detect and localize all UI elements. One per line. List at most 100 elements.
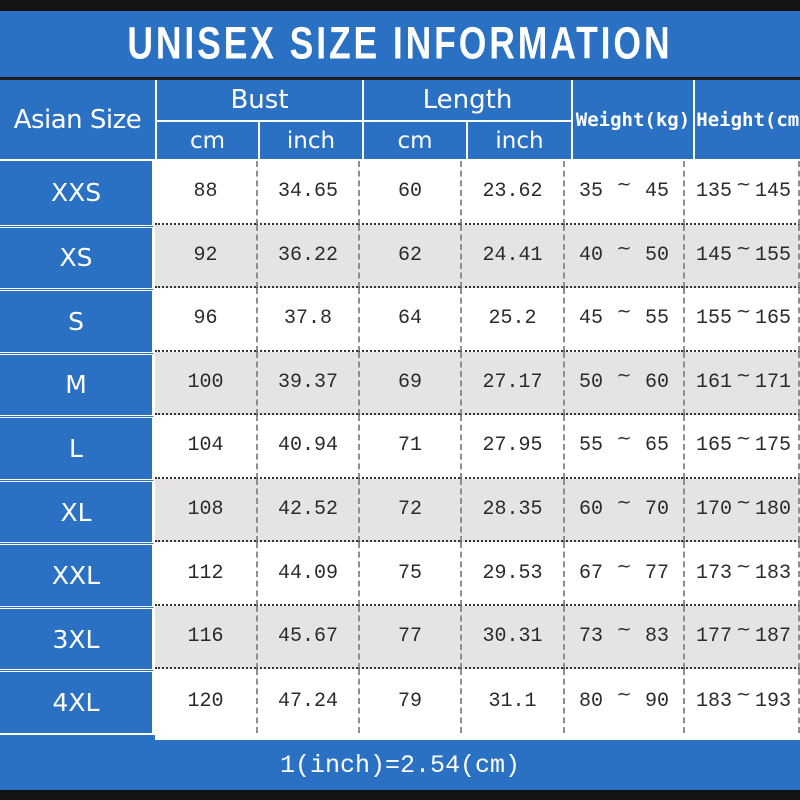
length-inch-cell: 23.62	[460, 161, 563, 225]
length-inch-cell: 25.2	[460, 288, 563, 352]
height-max-value: 171	[754, 370, 791, 394]
length-inch-cell: 30.31	[460, 605, 563, 670]
bust-inch-cell: 45.67	[256, 605, 358, 670]
size-label-cell: XXL	[0, 542, 155, 606]
inch-conversion-note: 1(inch)=2.54(cm)	[279, 750, 521, 780]
corner-header-asian-size: Asian Size	[0, 80, 155, 159]
tilde-separator: ~	[735, 237, 752, 259]
weight-max-value: 90	[644, 689, 669, 713]
height-max-value: 187	[754, 625, 791, 649]
tilde-separator: ~	[735, 174, 752, 196]
page-title: UNISEX SIZE INFORMATION	[127, 18, 673, 69]
bust-inch-cell: 42.52	[256, 478, 358, 543]
size-label-cell: XS	[0, 224, 155, 289]
tilde-separator: ~	[616, 364, 632, 386]
height-min-value: 173	[696, 561, 733, 585]
tilde-separator: ~	[616, 683, 632, 705]
length-inch-cell: 27.17	[460, 351, 563, 416]
bust-inch-cell: 44.09	[256, 542, 358, 606]
tilde-separator: ~	[735, 428, 752, 450]
bust-cm-cell: 88	[155, 161, 256, 225]
tilde-separator: ~	[616, 301, 632, 323]
footer-gap-left	[0, 733, 155, 740]
height-max-value: 183	[754, 561, 791, 585]
height-min-value: 170	[696, 498, 733, 522]
table-rows: XXS 88 34.65 60 23.62 35 ~ 45 135 ~ 145 …	[0, 161, 800, 733]
tilde-separator: ~	[616, 174, 632, 196]
height-range-cell: 173 ~ 183	[683, 542, 800, 606]
weight-max-value: 83	[644, 625, 669, 649]
top-border-bar	[0, 0, 800, 11]
size-label-cell: S	[0, 288, 155, 352]
tilde-separator: ~	[616, 237, 632, 259]
footer-note-bar: 1(inch)=2.54(cm)	[0, 740, 800, 790]
weight-range-cell: 67 ~ 77	[563, 542, 683, 606]
height-max-value: 193	[754, 689, 791, 713]
height-min-value: 165	[696, 434, 733, 458]
weight-min-value: 35	[579, 180, 604, 204]
footer-gap-right	[155, 733, 800, 740]
height-min-value: 155	[696, 307, 733, 331]
bust-inch-cell: 40.94	[256, 415, 358, 479]
bust-cm-cell: 92	[155, 224, 256, 289]
length-cm-cell: 71	[358, 415, 460, 479]
bust-cm-cell: 96	[155, 288, 256, 352]
weight-min-value: 40	[579, 243, 604, 267]
tilde-separator: ~	[735, 619, 752, 641]
title-bar: UNISEX SIZE INFORMATION	[0, 11, 800, 77]
length-inch-cell: 24.41	[460, 224, 563, 289]
height-max-value: 165	[754, 307, 791, 331]
length-cm-cell: 77	[358, 605, 460, 670]
tilde-separator: ~	[735, 301, 752, 323]
length-inch-unit-header: inch	[468, 122, 571, 159]
title-divider	[0, 77, 800, 80]
weight-min-value: 45	[579, 307, 604, 331]
bust-cm-cell: 104	[155, 415, 256, 479]
weight-max-value: 55	[644, 307, 669, 331]
height-range-cell: 183 ~ 193	[683, 669, 800, 733]
height-max-value: 180	[754, 498, 791, 522]
height-range-cell: 170 ~ 180	[683, 478, 800, 543]
tilde-separator: ~	[616, 555, 632, 577]
length-cm-unit-header: cm	[364, 122, 466, 159]
bust-cm-cell: 116	[155, 605, 256, 670]
height-max-value: 175	[754, 434, 791, 458]
bust-inch-cell: 34.65	[256, 161, 358, 225]
length-inch-cell: 29.53	[460, 542, 563, 606]
weight-min-value: 55	[579, 434, 604, 458]
height-min-value: 135	[696, 180, 733, 204]
bust-cm-unit-header: cm	[157, 122, 258, 159]
height-min-value: 183	[696, 689, 733, 713]
bust-cm-cell: 108	[155, 478, 256, 543]
length-cm-cell: 72	[358, 478, 460, 543]
bust-cm-cell: 120	[155, 669, 256, 733]
weight-max-value: 70	[644, 498, 669, 522]
tilde-separator: ~	[735, 555, 752, 577]
tilde-separator: ~	[616, 619, 632, 641]
height-max-value: 155	[754, 243, 791, 267]
weight-min-value: 50	[579, 370, 604, 394]
weight-max-value: 45	[644, 180, 669, 204]
length-inch-cell: 27.95	[460, 415, 563, 479]
length-group-header: Length	[364, 80, 571, 120]
length-cm-cell: 64	[358, 288, 460, 352]
size-label-cell: 4XL	[0, 669, 155, 733]
length-inch-cell: 31.1	[460, 669, 563, 733]
weight-range-cell: 50 ~ 60	[563, 351, 683, 416]
tilde-separator: ~	[616, 492, 632, 514]
height-range-cell: 155 ~ 165	[683, 288, 800, 352]
length-cm-cell: 60	[358, 161, 460, 225]
bust-inch-unit-header: inch	[260, 122, 362, 159]
tilde-separator: ~	[735, 683, 752, 705]
height-range-cell: 177 ~ 187	[683, 605, 800, 670]
bust-cm-cell: 112	[155, 542, 256, 606]
height-range-cell: 145 ~ 155	[683, 224, 800, 289]
length-cm-cell: 79	[358, 669, 460, 733]
size-label-cell: XL	[0, 478, 155, 543]
weight-range-cell: 40 ~ 50	[563, 224, 683, 289]
weight-min-value: 80	[579, 689, 604, 713]
height-min-value: 145	[696, 243, 733, 267]
tilde-separator: ~	[616, 428, 632, 450]
bust-cm-cell: 100	[155, 351, 256, 416]
